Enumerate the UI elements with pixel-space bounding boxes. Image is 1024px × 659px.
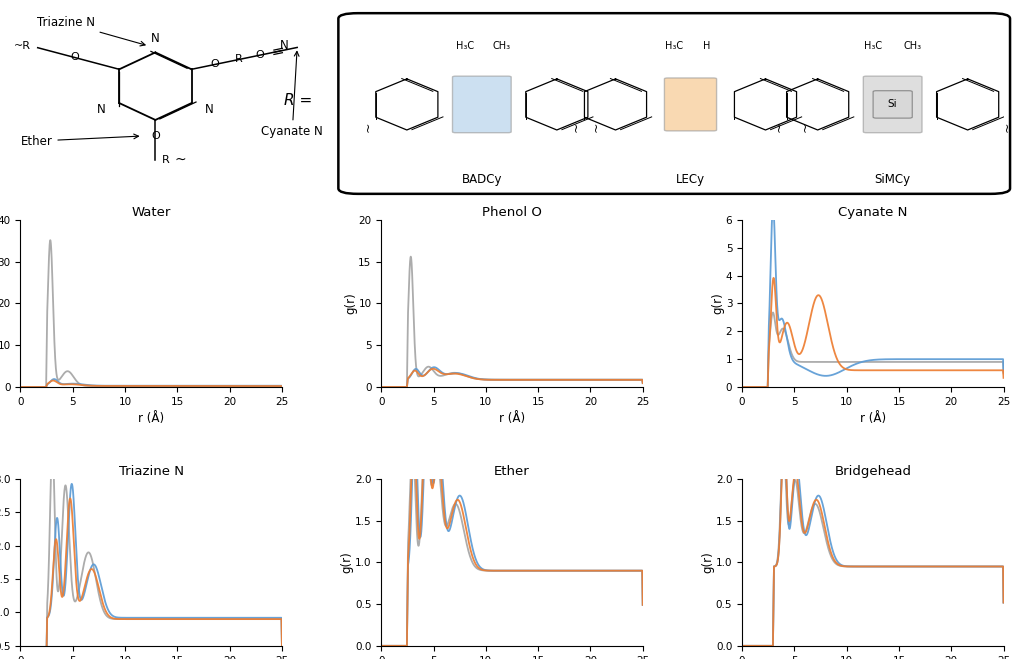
Text: N: N	[205, 103, 214, 116]
Text: LECy: LECy	[676, 173, 706, 186]
Text: O: O	[256, 50, 264, 60]
Text: ~: ~	[361, 121, 374, 132]
FancyBboxPatch shape	[873, 91, 912, 118]
Text: ~: ~	[590, 121, 602, 132]
Title: Phenol O: Phenol O	[482, 206, 542, 219]
Title: Cyanate N: Cyanate N	[838, 206, 907, 219]
X-axis label: r (Å): r (Å)	[860, 413, 886, 425]
Text: Triazine N: Triazine N	[37, 16, 145, 46]
Title: Triazine N: Triazine N	[119, 465, 183, 478]
Text: Ether: Ether	[20, 134, 138, 148]
Text: R: R	[236, 55, 243, 65]
Text: O: O	[210, 59, 219, 69]
Text: CH₃: CH₃	[493, 41, 510, 51]
Y-axis label: g(r): g(r)	[344, 293, 357, 314]
Text: Si: Si	[888, 100, 897, 109]
Text: ~: ~	[570, 121, 583, 132]
Text: BADCy: BADCy	[462, 173, 502, 186]
X-axis label: r (Å): r (Å)	[138, 413, 164, 425]
Text: ~: ~	[772, 121, 785, 132]
Text: ~: ~	[175, 153, 186, 167]
FancyBboxPatch shape	[863, 76, 922, 132]
Text: ~R: ~R	[14, 41, 32, 51]
Text: O: O	[70, 53, 79, 63]
Y-axis label: g(r): g(r)	[712, 293, 724, 314]
Text: H₃C: H₃C	[457, 41, 474, 51]
FancyBboxPatch shape	[665, 78, 717, 131]
Text: N: N	[151, 32, 160, 45]
Text: R =: R =	[284, 94, 312, 108]
Text: CH₃: CH₃	[903, 41, 922, 51]
Y-axis label: g(r): g(r)	[341, 552, 353, 573]
Title: Ether: Ether	[495, 465, 529, 478]
X-axis label: r (Å): r (Å)	[499, 413, 525, 425]
Y-axis label: g(r): g(r)	[701, 552, 715, 573]
Text: ~: ~	[798, 121, 811, 132]
Text: O: O	[151, 131, 160, 141]
Text: ~: ~	[1000, 121, 1014, 132]
Text: N: N	[281, 39, 289, 52]
Text: H: H	[703, 41, 711, 51]
FancyBboxPatch shape	[453, 76, 511, 132]
Text: N: N	[96, 103, 105, 116]
Text: Cyanate N: Cyanate N	[261, 51, 324, 138]
Title: Water: Water	[131, 206, 171, 219]
Text: H₃C: H₃C	[864, 41, 882, 51]
Title: Bridgehead: Bridgehead	[835, 465, 911, 478]
Text: H₃C: H₃C	[666, 41, 683, 51]
FancyBboxPatch shape	[338, 13, 1010, 194]
Text: SiMCy: SiMCy	[874, 173, 910, 186]
Text: R: R	[162, 155, 170, 165]
